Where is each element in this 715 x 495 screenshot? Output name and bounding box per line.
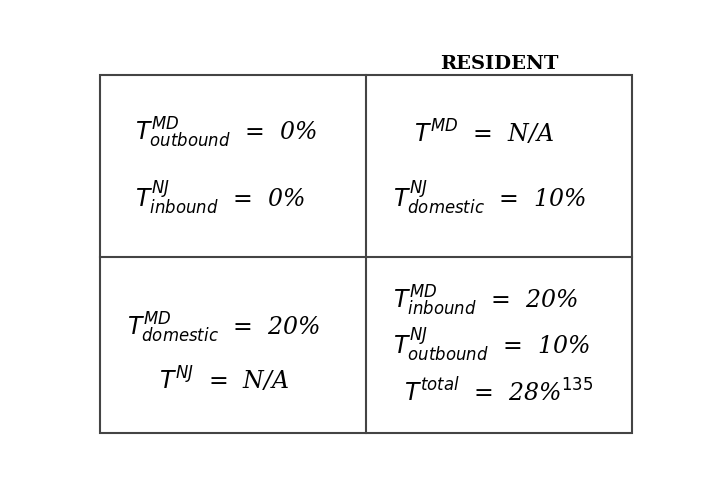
Text: $T^{NJ}$  =  N/A: $T^{NJ}$ = N/A bbox=[159, 366, 290, 395]
Text: $T_{domestic}^{NJ}$  =  10%: $T_{domestic}^{NJ}$ = 10% bbox=[393, 180, 586, 217]
Text: $T^{MD}$  =  N/A: $T^{MD}$ = N/A bbox=[414, 118, 554, 148]
Text: $T^{total}$  =  28%$^{135}$: $T^{total}$ = 28%$^{135}$ bbox=[404, 378, 593, 407]
Text: $T_{outbound}^{MD}$  =  0%: $T_{outbound}^{MD}$ = 0% bbox=[135, 116, 317, 150]
Text: $T_{outbound}^{NJ}$  =  10%: $T_{outbound}^{NJ}$ = 10% bbox=[393, 327, 590, 364]
Text: $T_{inbound}^{NJ}$  =  0%: $T_{inbound}^{NJ}$ = 0% bbox=[135, 180, 305, 217]
Text: RESIDENT: RESIDENT bbox=[440, 55, 558, 73]
Text: $T_{inbound}^{MD}$  =  20%: $T_{inbound}^{MD}$ = 20% bbox=[393, 284, 578, 318]
Text: $T_{domestic}^{MD}$  =  20%: $T_{domestic}^{MD}$ = 20% bbox=[127, 310, 320, 345]
